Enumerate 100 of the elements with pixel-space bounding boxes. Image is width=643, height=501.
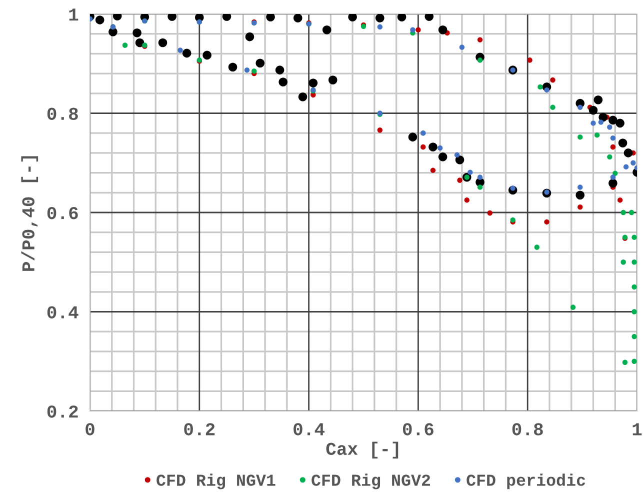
point	[328, 76, 338, 84]
point	[275, 66, 284, 74]
point	[95, 16, 104, 24]
y-tick-label: 0.6	[47, 206, 78, 220]
point	[607, 124, 612, 130]
y-tick-label: 0.2	[47, 405, 78, 418]
point	[298, 92, 308, 102]
point	[228, 62, 238, 72]
point	[538, 84, 543, 90]
point	[632, 234, 637, 240]
point	[632, 284, 637, 290]
point	[308, 78, 318, 88]
point	[620, 210, 626, 216]
point	[376, 14, 384, 22]
point	[612, 170, 618, 176]
point	[437, 145, 443, 151]
point	[322, 25, 332, 34]
point	[202, 50, 212, 60]
point	[252, 68, 257, 74]
point	[468, 170, 473, 175]
x-tick-label: 1	[632, 423, 642, 436]
point	[576, 190, 585, 200]
point	[578, 134, 583, 140]
point	[477, 58, 483, 63]
point	[607, 154, 612, 160]
point	[122, 42, 128, 48]
point	[527, 58, 532, 63]
point	[610, 135, 616, 141]
point	[618, 138, 628, 148]
point	[534, 244, 540, 250]
x-tick-label: 0.2	[184, 423, 215, 436]
point	[244, 67, 250, 73]
point	[616, 118, 624, 128]
point	[623, 164, 629, 170]
point	[622, 360, 628, 365]
y-tick-label: 0.4	[47, 306, 78, 318]
point	[598, 120, 604, 125]
point	[544, 219, 550, 225]
point	[610, 144, 616, 150]
point	[135, 38, 144, 48]
point	[457, 178, 462, 183]
point	[594, 132, 600, 138]
point	[420, 144, 426, 150]
y-tick-label: 0.8	[47, 108, 78, 120]
legend-label: CFD Rig NGV1	[156, 474, 276, 490]
point	[550, 77, 556, 83]
point	[632, 309, 637, 314]
y-tick-label: 1	[69, 8, 78, 21]
legend-label: CFD periodic	[466, 474, 586, 490]
point	[632, 260, 637, 265]
point	[477, 184, 483, 190]
point	[266, 14, 275, 22]
point	[428, 142, 438, 152]
point	[459, 44, 465, 50]
x-tick-label: 0.4	[294, 423, 325, 436]
point	[278, 78, 288, 86]
point	[487, 210, 492, 216]
point	[620, 260, 626, 265]
x-tick-label: 0.6	[402, 423, 434, 436]
point	[430, 168, 436, 173]
point	[408, 132, 418, 142]
point	[245, 32, 254, 42]
point	[348, 14, 357, 22]
x-tick-label: 0	[86, 423, 94, 436]
point	[578, 204, 583, 210]
y-axis-title: P/P0,40 [-]	[21, 156, 38, 271]
point	[590, 120, 596, 126]
point	[416, 27, 421, 32]
point	[628, 210, 634, 216]
point	[477, 37, 483, 42]
point	[578, 184, 583, 190]
point	[608, 178, 618, 188]
point	[377, 128, 383, 133]
point	[594, 95, 603, 104]
legend-label: CFD Rig NGV2	[312, 474, 430, 490]
point	[455, 156, 464, 164]
point	[610, 174, 616, 180]
point	[464, 197, 470, 203]
x-axis-title: Cax [-]	[326, 442, 398, 459]
point	[377, 24, 383, 30]
point	[454, 152, 460, 158]
point	[168, 14, 176, 21]
point	[632, 334, 637, 340]
point	[182, 48, 192, 58]
point	[477, 174, 483, 180]
point	[570, 304, 576, 310]
x-tick-label: 0.8	[512, 423, 543, 436]
point	[550, 104, 556, 110]
point	[132, 28, 142, 38]
point	[617, 197, 623, 203]
point	[588, 106, 598, 115]
point	[178, 48, 183, 53]
point	[624, 148, 633, 158]
point	[158, 38, 168, 48]
point	[222, 14, 232, 21]
point	[608, 116, 618, 125]
point	[438, 152, 448, 162]
point	[424, 14, 434, 21]
point	[630, 160, 636, 166]
point	[598, 112, 608, 122]
